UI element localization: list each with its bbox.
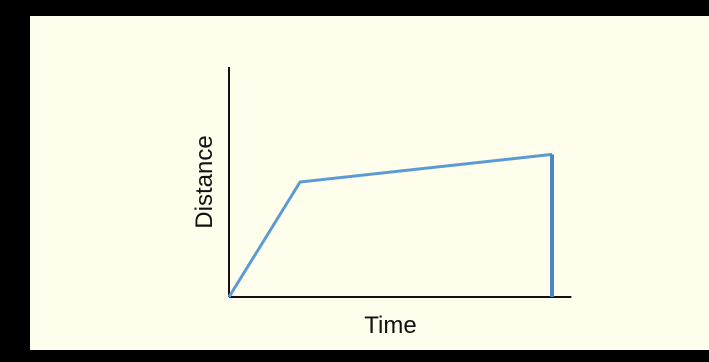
plot-area	[227, 67, 572, 298]
distance-series-line	[227, 152, 553, 298]
chart-panel	[30, 16, 709, 350]
y-axis-label: Distance	[191, 135, 218, 228]
x-axis-label: Time	[364, 312, 416, 339]
